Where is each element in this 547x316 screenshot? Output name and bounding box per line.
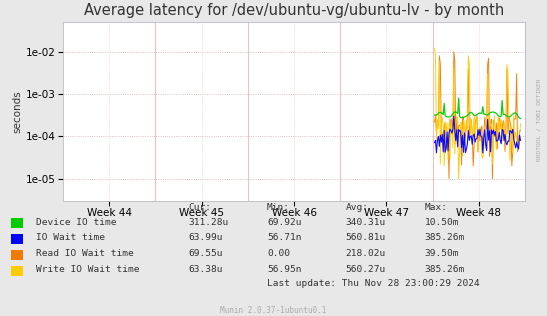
Text: 63.38u: 63.38u bbox=[189, 265, 223, 274]
Text: 560.27u: 560.27u bbox=[346, 265, 386, 274]
Y-axis label: seconds: seconds bbox=[13, 90, 22, 133]
Text: Device IO time: Device IO time bbox=[36, 218, 116, 227]
Text: Last update: Thu Nov 28 23:00:29 2024: Last update: Thu Nov 28 23:00:29 2024 bbox=[267, 279, 480, 288]
Text: Min:: Min: bbox=[267, 203, 290, 212]
Text: 69.92u: 69.92u bbox=[267, 218, 301, 227]
Text: 311.28u: 311.28u bbox=[189, 218, 229, 227]
Text: Read IO Wait time: Read IO Wait time bbox=[36, 249, 133, 258]
Text: 560.81u: 560.81u bbox=[346, 234, 386, 242]
Text: Munin 2.0.37-1ubuntu0.1: Munin 2.0.37-1ubuntu0.1 bbox=[220, 307, 327, 315]
Text: 340.31u: 340.31u bbox=[346, 218, 386, 227]
Text: RRDTOOL / TOBI OETIKER: RRDTOOL / TOBI OETIKER bbox=[536, 79, 542, 161]
Title: Average latency for /dev/ubuntu-vg/ubuntu-lv - by month: Average latency for /dev/ubuntu-vg/ubunt… bbox=[84, 3, 504, 18]
Text: 0.00: 0.00 bbox=[267, 249, 290, 258]
Text: 218.02u: 218.02u bbox=[346, 249, 386, 258]
Text: Write IO Wait time: Write IO Wait time bbox=[36, 265, 139, 274]
Text: 10.50m: 10.50m bbox=[424, 218, 459, 227]
Text: Max:: Max: bbox=[424, 203, 447, 212]
Text: Avg:: Avg: bbox=[346, 203, 369, 212]
Text: 385.26m: 385.26m bbox=[424, 234, 465, 242]
Text: 39.50m: 39.50m bbox=[424, 249, 459, 258]
Text: Cur:: Cur: bbox=[189, 203, 212, 212]
Text: 69.55u: 69.55u bbox=[189, 249, 223, 258]
Text: 56.95n: 56.95n bbox=[267, 265, 301, 274]
Text: 56.71n: 56.71n bbox=[267, 234, 301, 242]
Text: 385.26m: 385.26m bbox=[424, 265, 465, 274]
Text: IO Wait time: IO Wait time bbox=[36, 234, 104, 242]
Text: 63.99u: 63.99u bbox=[189, 234, 223, 242]
